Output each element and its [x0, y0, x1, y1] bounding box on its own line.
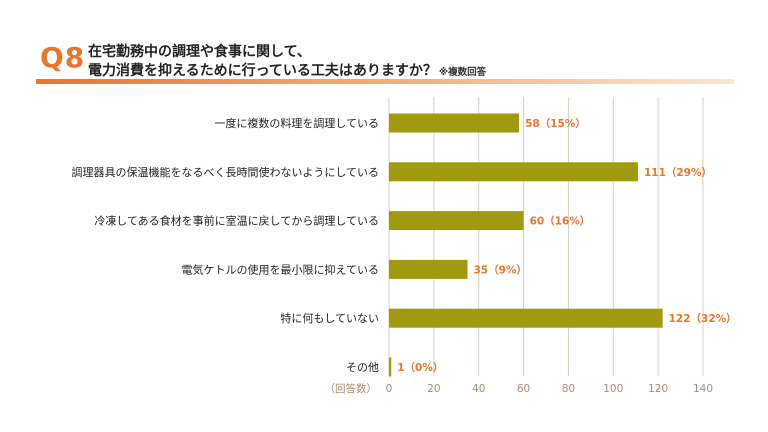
value-label-5: 1（0%）	[397, 361, 443, 374]
category-label-2: 冷凍してある食材を事前に室温に戻してから調理している	[94, 214, 379, 228]
value-label-2: 60（16%）	[530, 215, 591, 228]
bar-5	[389, 357, 392, 377]
category-label-4: 特に何もしていない	[280, 311, 379, 325]
x-tick-label-80: 80	[562, 383, 575, 395]
x-tick-label-140: 140	[693, 383, 713, 395]
bar-1	[389, 162, 638, 182]
value-label-4: 122（32%）	[669, 312, 737, 325]
x-tick-label-60: 60	[517, 383, 530, 395]
x-axis-label: （回答数）	[325, 382, 378, 395]
x-tick-label-20: 20	[427, 383, 440, 395]
question-number: Q8	[40, 41, 86, 74]
question-title-line2-text: 電力消費を抑えるために行っている工夫はありますか？	[88, 63, 437, 79]
category-label-5: その他	[346, 361, 379, 374]
category-label-0: 一度に複数の料理を調理している	[214, 116, 379, 130]
x-tick-label-40: 40	[472, 383, 485, 395]
value-label-0: 58（15%）	[525, 117, 586, 130]
multiple-answer-note: ※複数回答	[438, 67, 487, 78]
value-label-3: 35（9%）	[474, 263, 527, 276]
bar-4	[389, 308, 663, 328]
bar-2	[389, 211, 524, 231]
category-label-3: 電気ケトルの使用を最小限に抑えている	[182, 262, 379, 276]
x-tick-label-100: 100	[603, 383, 623, 395]
title-underline-bar	[36, 79, 734, 84]
chart-header: Q8 在宅勤務中の調理や食事に関して、 電力消費を抑えるために行っている工夫はあ…	[0, 0, 768, 90]
bar-0	[389, 113, 520, 133]
value-label-1: 111（29%）	[644, 166, 712, 179]
question-title-line1: 在宅勤務中の調理や食事に関して、	[88, 44, 311, 60]
x-tick-label-0: 0	[386, 383, 393, 395]
x-tick-label-120: 120	[648, 383, 668, 395]
question-title-line2: 電力消費を抑えるために行っている工夫はありますか？ ※複数回答	[88, 60, 486, 80]
category-label-1: 調理器具の保温機能をなるべく長時間使わないようにしている	[72, 165, 379, 179]
bar-3	[389, 259, 468, 279]
